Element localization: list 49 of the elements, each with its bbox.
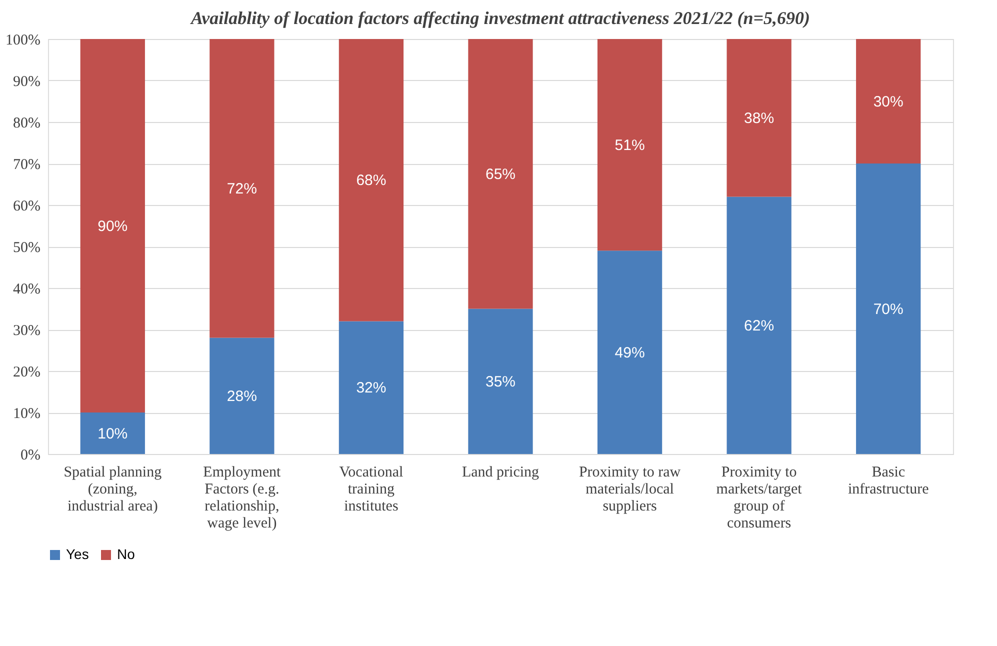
bar: [338, 39, 404, 322]
data-label: 30%: [873, 93, 904, 110]
bar: [80, 39, 145, 412]
legend-label: Yes: [66, 546, 89, 562]
x-tick-label: Spatial planning (zoning, industrial area): [64, 464, 162, 514]
y-tick-label: 60%: [13, 198, 40, 214]
chart-title: Availablity of location factors affecting investment attractiveness 2021/22 (n=5,690): [190, 8, 810, 28]
data-label: 28%: [226, 388, 257, 405]
x-tick-label: Employment Factors (e.g. relationship, wage level): [203, 464, 282, 532]
bar: [468, 308, 533, 454]
data-label: 65%: [485, 166, 516, 183]
y-tick-label: 80%: [13, 116, 40, 132]
bar: [856, 39, 921, 164]
data-label: 90%: [98, 218, 128, 235]
bar: [210, 338, 274, 454]
x-tick-label: Proximity to raw materials/local suppliers: [578, 464, 681, 514]
bar: [210, 39, 274, 338]
x-tick-label: Proximity to markets/target group of consumers: [716, 464, 803, 532]
data-label: 49%: [614, 344, 645, 362]
y-tick-label: 10%: [13, 406, 40, 422]
bar: [338, 321, 404, 454]
data-label: 35%: [485, 373, 516, 390]
bar: [726, 196, 792, 454]
bar: [856, 164, 921, 454]
y-tick-label: 0%: [20, 448, 40, 464]
data-label: 72%: [226, 180, 257, 198]
bar: [726, 39, 792, 197]
data-label: 70%: [873, 300, 904, 318]
y-tick-label: 50%: [13, 240, 40, 256]
data-label: 32%: [356, 380, 386, 397]
x-tick-label: Basic infrastructure: [848, 464, 930, 498]
y-tick-label: 30%: [13, 323, 40, 339]
data-label: 68%: [356, 172, 386, 190]
y-tick-label: 20%: [13, 364, 40, 380]
bar: [468, 39, 533, 309]
data-label: 10%: [98, 425, 128, 442]
x-tick-label: Vocational training institutes: [339, 464, 404, 514]
y-tick-label: 40%: [13, 282, 40, 298]
y-tick-label: 90%: [13, 74, 40, 90]
bar: [597, 39, 662, 251]
data-label: 38%: [744, 110, 774, 127]
bar: [597, 250, 662, 454]
data-label: 51%: [614, 136, 645, 154]
data-label: 62%: [744, 317, 774, 334]
y-tick-label: 70%: [13, 157, 40, 173]
bar: [80, 412, 145, 454]
legend-label: No: [117, 546, 136, 562]
y-tick-label: 100%: [6, 32, 40, 48]
x-tick-label: Land pricing: [462, 464, 540, 480]
